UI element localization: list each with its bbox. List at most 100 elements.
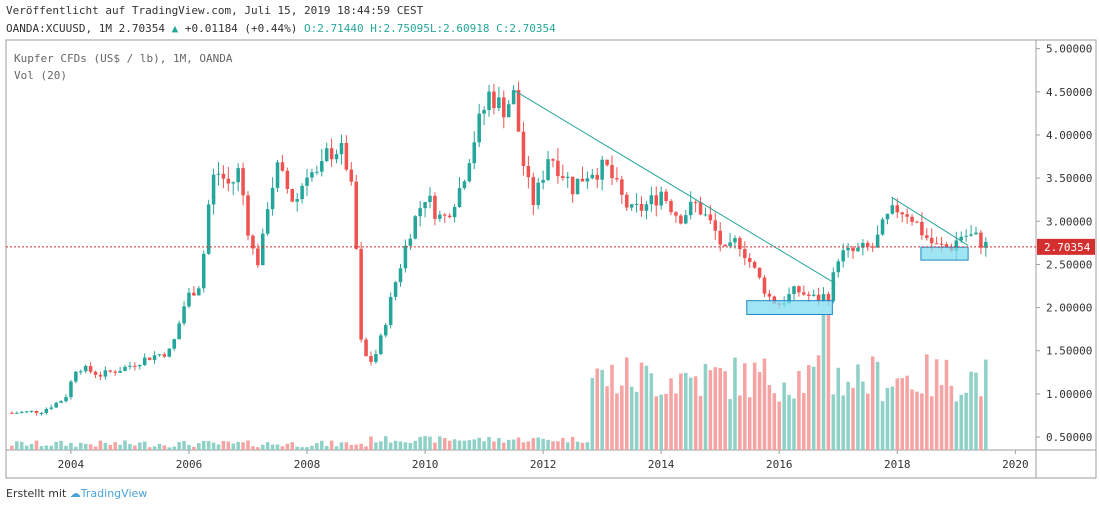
candle (821, 287, 826, 302)
candle (639, 196, 644, 217)
candle (738, 236, 742, 257)
volume-bar (251, 446, 255, 450)
candle (275, 160, 280, 192)
candle (585, 171, 590, 189)
candle-body (649, 195, 654, 205)
candle-body (654, 195, 659, 206)
candle-body (826, 294, 831, 302)
candle-body (226, 178, 231, 184)
candle (979, 230, 983, 255)
candle (383, 322, 388, 338)
volume-bar (398, 441, 403, 450)
y-tick-label: 4.50000 (1046, 86, 1092, 99)
made-with: Erstellt mit (6, 487, 67, 500)
volume-bar (713, 367, 718, 450)
candle (147, 357, 152, 361)
candle (797, 285, 801, 297)
candle-body (98, 374, 103, 377)
volume-bar (610, 364, 614, 450)
volume-bar (260, 444, 265, 450)
candle-body (836, 261, 841, 273)
x-tick-label: 2006 (176, 458, 203, 471)
volume-bar (74, 446, 78, 450)
volume-bar (162, 445, 167, 450)
volume-bar (177, 442, 181, 450)
candle (344, 135, 349, 172)
candle-body (531, 177, 536, 206)
volume-bar (880, 401, 885, 450)
candle (895, 198, 900, 219)
volume-bar (969, 371, 973, 450)
candle-body (757, 267, 762, 278)
candle-body (718, 230, 722, 245)
candle (10, 411, 14, 414)
volume-bar (949, 385, 954, 450)
candle (506, 99, 511, 118)
volume-bar (108, 444, 113, 450)
candle-body (285, 170, 290, 189)
volume-bar (580, 442, 585, 450)
volume-bar (506, 439, 511, 450)
volume-bar (24, 445, 29, 450)
candle-body (78, 371, 83, 373)
candle (290, 188, 295, 203)
time-axis: 2004 2006 2008 2010 2012 2014 2016 2018 2020 (58, 450, 1029, 471)
volume-bar (457, 440, 462, 450)
candle-body (684, 215, 688, 224)
candle (280, 155, 285, 172)
candle (408, 233, 413, 251)
candle-body (728, 242, 732, 247)
volume-bar (679, 373, 683, 450)
volume-bar (851, 387, 855, 450)
candle (34, 410, 39, 416)
candle (762, 275, 767, 297)
open-label: O: (304, 22, 318, 35)
candle-body (556, 160, 560, 177)
candle (393, 280, 398, 301)
candle-body (698, 202, 703, 215)
volume-bar (123, 440, 127, 450)
candle (472, 131, 477, 170)
price-change: +0.01184 (+0.44%) (184, 22, 298, 35)
candle (679, 213, 683, 225)
candle-body (59, 401, 63, 403)
candle (880, 217, 885, 236)
volume-bar (64, 445, 68, 450)
candle (300, 183, 304, 204)
candle-body (861, 242, 865, 248)
volume-bar (452, 439, 457, 450)
x-tick-label: 2010 (412, 458, 439, 471)
candle (541, 170, 545, 190)
candle-body (260, 233, 265, 266)
volume-bar (816, 355, 821, 450)
volume-bar (846, 381, 850, 450)
candle (610, 155, 614, 186)
candle-body (565, 176, 570, 178)
volume-bar (442, 438, 447, 450)
candle (157, 353, 162, 357)
candle-body (964, 235, 968, 237)
volume-bar (954, 401, 959, 450)
volume-bar (669, 378, 673, 450)
candle-body (246, 195, 250, 236)
candle (216, 161, 221, 186)
volume-bar (757, 372, 762, 450)
candle-body (536, 182, 540, 206)
candle-body (605, 159, 609, 166)
candle (44, 407, 49, 415)
tradingview-brand[interactable]: TradingView (80, 487, 148, 500)
y-tick-label: 3.50000 (1046, 172, 1092, 185)
volume-bar (900, 378, 904, 450)
candle (674, 211, 678, 223)
candle-body (541, 180, 545, 183)
candle-body (984, 241, 988, 248)
candle-body (526, 166, 531, 178)
candle-body (644, 204, 649, 211)
legend-title: Kupfer CFDs (US$ / lb), 1M, OANDA (14, 52, 233, 65)
volume-bar (192, 446, 196, 450)
candle-body (103, 370, 108, 377)
candle-body (733, 238, 737, 243)
candle (246, 191, 250, 241)
volume-bar (182, 440, 186, 450)
